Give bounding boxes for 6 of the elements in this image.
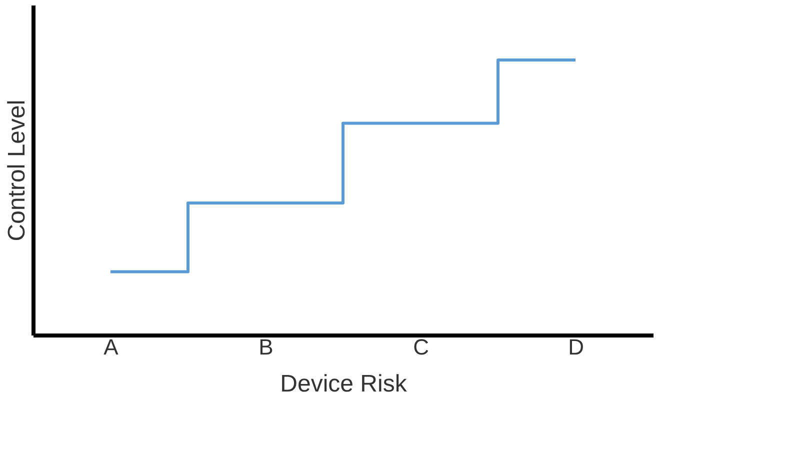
x-tick-label: C <box>413 334 430 360</box>
x-tick-label: A <box>104 334 119 360</box>
x-tick-label: D <box>568 334 584 360</box>
x-axis-title: Device Risk <box>280 370 408 398</box>
y-axis-title: Control Level <box>4 100 30 242</box>
x-tick-label: B <box>258 334 274 360</box>
